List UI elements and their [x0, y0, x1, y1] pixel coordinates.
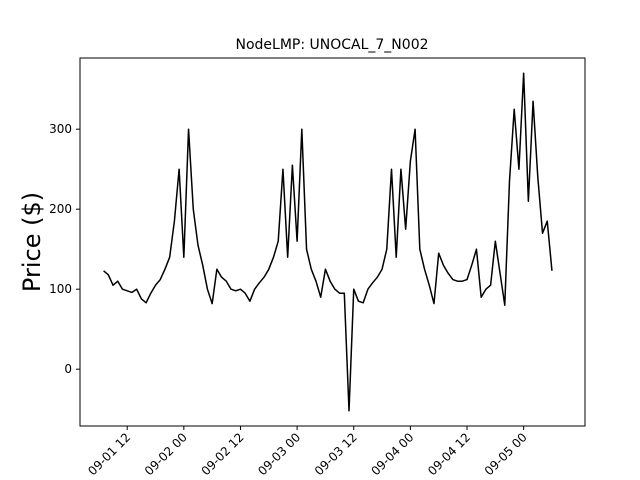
x-tick-label: 09-03 00: [255, 430, 303, 478]
x-tick-label: 09-02 00: [142, 430, 190, 478]
chart-title: NodeLMP: UNOCAL_7_N002: [235, 37, 428, 53]
y-tick-label: 200: [49, 202, 72, 216]
x-tick-label: 09-01 12: [85, 430, 133, 478]
y-tick-label: 0: [64, 362, 72, 376]
x-tick-label: 09-04 00: [368, 430, 416, 478]
x-tick-label: 09-03 12: [312, 430, 360, 478]
y-tick-label: 300: [49, 122, 72, 136]
y-tick-label: 100: [49, 282, 72, 296]
x-tick-label: 09-04 12: [425, 430, 473, 478]
y-axis-label: Price ($): [18, 192, 46, 292]
x-tick-label: 09-05 00: [482, 430, 530, 478]
x-tick-label: 09-02 12: [199, 430, 247, 478]
axes-frame: [79, 57, 586, 427]
line-series: [103, 72, 553, 412]
